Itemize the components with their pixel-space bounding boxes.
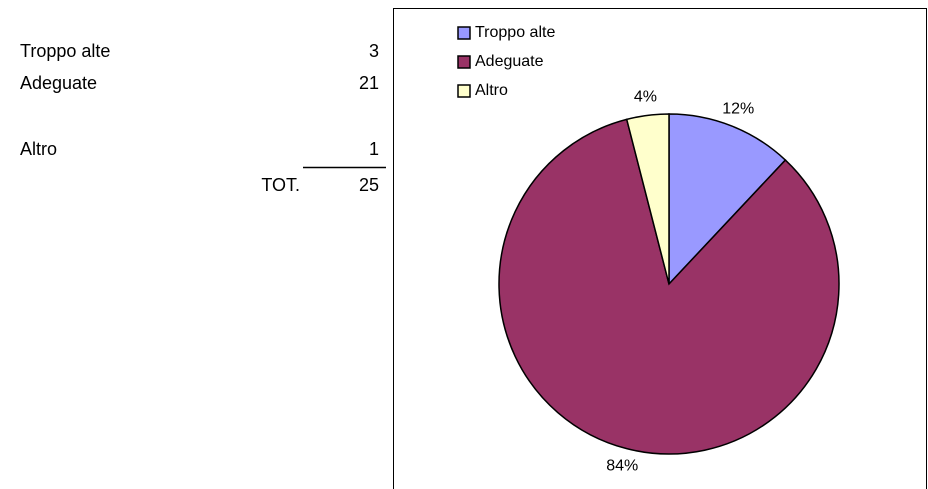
- data-label: 12%: [722, 100, 754, 117]
- total-label: TOT.: [261, 175, 300, 195]
- legend-label: Troppo alte: [475, 24, 555, 41]
- legend-label: Adeguate: [475, 53, 544, 70]
- row-label: Altro: [20, 139, 57, 159]
- data-label: 4%: [634, 89, 657, 106]
- row-label: Adeguate: [20, 73, 97, 93]
- row-label: Troppo alte: [20, 41, 110, 61]
- row-value: 3: [369, 41, 379, 61]
- legend-swatch: [457, 55, 471, 69]
- legend-label: Altro: [475, 82, 508, 99]
- pie-slice: [668, 113, 787, 286]
- pie-slice: [625, 113, 670, 285]
- data-label: 84%: [606, 457, 638, 474]
- legend-swatch: [457, 84, 471, 98]
- row-value: 1: [369, 139, 379, 159]
- legend-swatch: [457, 26, 471, 40]
- row-value: 21: [359, 73, 379, 93]
- pie-slice: [498, 118, 840, 455]
- total-value: 25: [359, 175, 379, 195]
